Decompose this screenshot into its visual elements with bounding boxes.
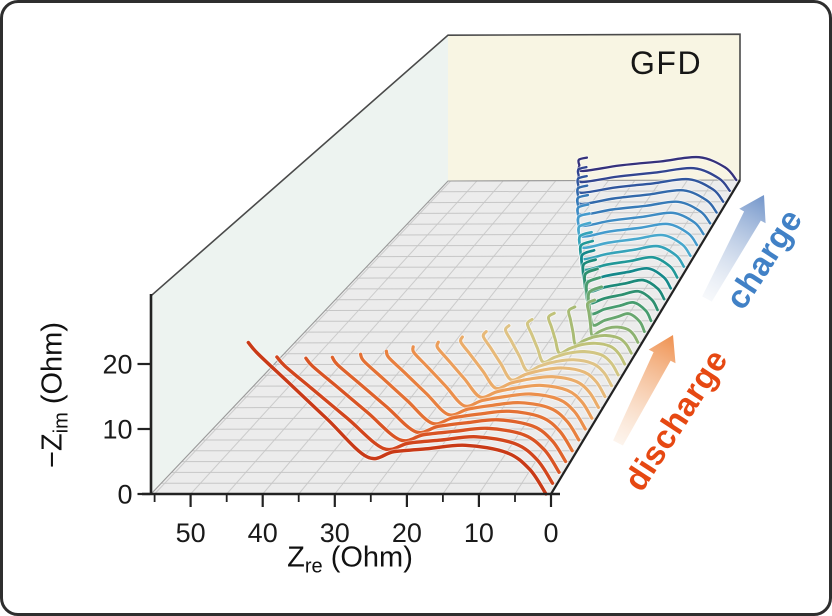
eis-curve-charge-21 — [577, 230, 686, 268]
eis-curve-charge-15 — [586, 285, 646, 334]
tick-label: 10 — [464, 518, 494, 548]
tick-label: 30 — [320, 518, 350, 548]
eis-spectra — [245, 154, 739, 497]
tick-label: 10 — [102, 415, 132, 445]
eis-curve-charge-25 — [575, 193, 712, 225]
eis-curve-discharge-4 — [358, 352, 574, 453]
depth-axis-line — [550, 179, 741, 495]
eis-curve-discharge-8 — [458, 335, 601, 409]
tick-marks — [137, 362, 553, 507]
eis-curve-discharge-9 — [481, 330, 607, 399]
eis-curve-charge-29 — [577, 155, 738, 182]
eis-curve-discharge-11 — [525, 317, 620, 377]
wall-top-edges — [150, 33, 741, 297]
eis-curve-charge-19 — [580, 248, 673, 290]
tick-label: 20 — [392, 518, 422, 548]
eis-curve-discharge-2 — [304, 356, 561, 474]
axes — [142, 179, 741, 496]
y-axis-unit: (Ohm) — [36, 322, 69, 413]
eis-curve-charge-16 — [584, 276, 653, 323]
eis-curve-charge-22 — [577, 221, 692, 258]
left-wall — [151, 35, 448, 494]
eis-curve-discharge-5 — [384, 349, 581, 442]
eis-curve-discharge-12 — [546, 311, 627, 366]
eis-curve-discharge-10 — [503, 324, 614, 388]
y-axis-symbol: −Z — [36, 433, 69, 468]
x-axis-subscript: re — [304, 555, 323, 578]
nyquist-3d-plot-canvas: 50 40 30 20 10 0 0 10 20 — [102, 33, 766, 549]
y-axis-subscript: im — [50, 412, 73, 434]
charge-arrow — [702, 195, 766, 302]
eis-curve-discharge-1 — [275, 355, 555, 485]
eis-curve-charge-26 — [575, 184, 718, 214]
back-wall — [448, 34, 740, 182]
eis-curve-charge-28 — [576, 165, 731, 192]
tick-label: 0 — [117, 480, 132, 510]
x-axis-symbol: Z — [287, 541, 305, 574]
eis-curve-discharge-14 — [585, 298, 640, 344]
eis-curve-discharge-6 — [411, 345, 587, 431]
wall-floor-junction — [150, 179, 741, 495]
eis-curve-discharge-7 — [435, 340, 594, 420]
tick-label: 50 — [176, 518, 206, 548]
eis-curve-charge-18 — [581, 258, 666, 301]
discharge-arrow — [613, 335, 676, 446]
tick-label: 40 — [248, 518, 278, 548]
eis-curve-discharge-13 — [567, 305, 633, 355]
eis-curve-charge-17 — [583, 267, 659, 312]
x-axis-label: Zre (Ohm) — [287, 542, 413, 579]
tick-label: 20 — [102, 350, 132, 380]
y-axis-label: −Zim (Ohm) — [37, 322, 74, 468]
eis-curve-discharge-0 — [246, 340, 548, 496]
panel-title: GFD — [630, 45, 703, 81]
eis-curve-charge-24 — [576, 203, 705, 236]
tick-label: 0 — [543, 518, 558, 548]
x-axis-unit: (Ohm) — [322, 541, 413, 574]
eis-curve-charge-20 — [578, 239, 679, 279]
eis-curve-charge-23 — [576, 212, 699, 247]
eis-curve-discharge-3 — [330, 355, 568, 464]
tick-labels: 50 40 30 20 10 0 0 10 20 — [102, 350, 558, 549]
eis-curve-charge-27 — [576, 174, 725, 203]
